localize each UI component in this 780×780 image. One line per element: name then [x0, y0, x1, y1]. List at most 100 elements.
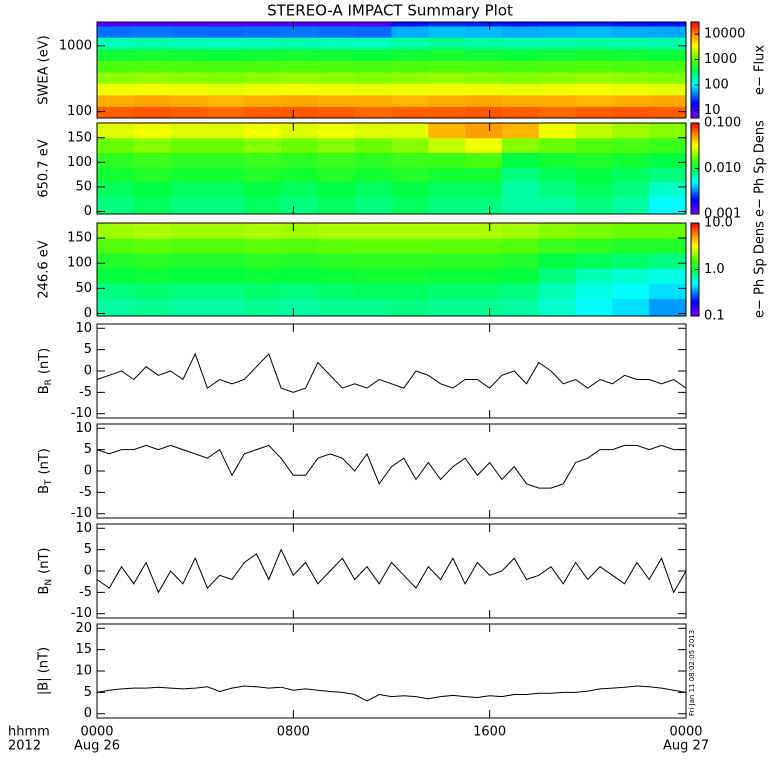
heatmap-cell [465, 167, 503, 183]
heatmap-cell [428, 223, 466, 239]
heatmap-cell [465, 94, 503, 107]
heatmap-cell [575, 298, 613, 317]
heatmap-cell [465, 298, 503, 317]
heatmap-cell [170, 167, 208, 183]
x-tick-label: 0000 [80, 725, 113, 740]
timestamp: Fri Jan 11 08:02:05 2013 [688, 630, 696, 716]
heatmap-cell [354, 48, 392, 61]
heatmap-cell [501, 268, 540, 284]
colorbar-tick-label: 0.100 [704, 116, 741, 131]
y-tick-label: 0 [84, 364, 92, 379]
heatmap-cell [170, 123, 208, 139]
heatmap-cell [170, 83, 208, 96]
heatmap-cell [465, 152, 503, 168]
heatmap-cell [207, 238, 245, 254]
heatmap-cell [354, 298, 392, 317]
heatmap-cell [170, 25, 208, 38]
y-axis-label: BT (nT) [37, 448, 54, 494]
panel-frame [96, 122, 687, 215]
heatmap-cell [501, 223, 540, 239]
heatmap-cell [170, 253, 208, 269]
panel-frame [96, 523, 687, 619]
heatmap-cell [244, 152, 282, 168]
y-tick-label: 0 [84, 706, 92, 721]
heatmap-cell [501, 83, 540, 96]
colorbar-tick-label: 10.0 [704, 216, 733, 231]
heatmap-cell [207, 94, 245, 107]
y-tick-label: 15 [75, 642, 92, 657]
year-label: 2012 [8, 739, 41, 754]
y-tick-label: 150 [67, 231, 92, 246]
heatmap-cell [501, 94, 540, 107]
heatmap-cell [244, 238, 282, 254]
heatmap-cell [317, 283, 356, 299]
colorbar-label: e− Flux [753, 45, 768, 95]
heatmap-cell [244, 196, 282, 215]
heatmap-cell [538, 298, 577, 317]
heatmap-cell [281, 298, 319, 317]
heatmap-cell [354, 123, 392, 139]
heatmap-cell [97, 152, 135, 168]
heatmap-cell [538, 283, 577, 299]
heatmap-cell [207, 152, 245, 168]
data-line [96, 685, 687, 702]
heatmap-cell [170, 71, 208, 84]
heatmap-cell [538, 94, 577, 107]
heatmap-cell [97, 182, 135, 198]
heatmap-cell [97, 268, 135, 284]
heatmap-cell [281, 196, 319, 215]
heatmap-cell [649, 196, 687, 215]
heatmap-cell [501, 106, 540, 119]
heatmap-cell [428, 268, 466, 284]
y-tick-label: -5 [79, 485, 92, 500]
heatmap-cell [207, 22, 245, 27]
heatmap-cell [207, 223, 245, 239]
heatmap-cell [133, 152, 172, 168]
heatmap-cell [501, 37, 540, 50]
heatmap-cell [538, 106, 577, 119]
heatmap-cell [244, 182, 282, 198]
y-tick-label: -10 [71, 406, 92, 421]
heatmap-cell [465, 25, 503, 38]
heatmap-cell [538, 182, 577, 198]
heatmap-cell [649, 22, 687, 27]
heatmap-cell [97, 283, 135, 299]
heatmap-cell [649, 283, 687, 299]
heatmap-cell [133, 137, 172, 154]
heatmap-cell [612, 253, 650, 269]
heatmap-cell [281, 253, 319, 269]
heatmap-cell [207, 106, 245, 119]
heatmap-cell [281, 60, 319, 73]
heatmap-cell [612, 106, 650, 119]
y-label-unit: (nT) [37, 448, 52, 474]
y-axis-label: 650.7 eV [37, 139, 52, 197]
heatmap-cell [649, 25, 687, 38]
heatmap-cell [317, 48, 356, 61]
heatmap-cell [391, 71, 429, 84]
y-label-unit: (nT) [37, 548, 52, 574]
heatmap-cell [612, 298, 650, 317]
heatmap-cell [281, 268, 319, 284]
heatmap-cell [612, 283, 650, 299]
heatmap-cell [575, 283, 613, 299]
panel-frame [96, 21, 687, 119]
colorbar-tick-label: 1000 [704, 52, 737, 67]
heatmap-cell [612, 196, 650, 215]
heatmap-cell [354, 25, 392, 38]
heatmap-cell [97, 37, 135, 50]
heatmap-cell [97, 25, 135, 38]
heatmap-cell [428, 48, 466, 61]
heatmap-cell [428, 94, 466, 107]
colorbar [690, 21, 700, 119]
heatmap-cell [649, 298, 687, 317]
heatmap-cell [170, 48, 208, 61]
y-tick-label: 5 [84, 685, 92, 700]
heatmap-cell [612, 94, 650, 107]
heatmap-cell [317, 196, 356, 215]
heatmap-cell [391, 223, 429, 239]
heatmap-cell [501, 60, 540, 73]
heatmap-cell [354, 283, 392, 299]
heatmap-cell [649, 268, 687, 284]
heatmap-cell [170, 106, 208, 119]
heatmap-cell [428, 298, 466, 317]
